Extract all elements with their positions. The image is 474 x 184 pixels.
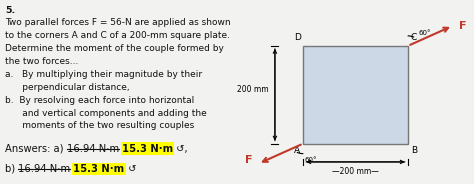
Text: 200 mm: 200 mm (237, 85, 269, 94)
Text: b.  By resolving each force into horizontal: b. By resolving each force into horizont… (5, 96, 194, 105)
Text: 5.: 5. (5, 6, 15, 15)
Text: C: C (410, 33, 416, 42)
Text: F: F (459, 21, 466, 31)
Text: and vertical components and adding the: and vertical components and adding the (5, 109, 207, 118)
Text: Two parallel forces F = 56-N are applied as shown: Two parallel forces F = 56-N are applied… (5, 18, 230, 27)
Text: ↺: ↺ (125, 164, 136, 174)
Text: 16.94 N·m: 16.94 N·m (18, 164, 70, 174)
Text: 15.3 N·m: 15.3 N·m (122, 144, 173, 153)
Text: A: A (294, 146, 300, 155)
Text: moments of the two resulting couples: moments of the two resulting couples (5, 121, 194, 130)
Text: 60°: 60° (304, 157, 317, 163)
Text: —200 mm—: —200 mm— (332, 167, 379, 176)
Text: b): b) (5, 164, 18, 174)
Text: 60°: 60° (419, 30, 431, 36)
Text: B: B (411, 146, 417, 155)
Text: the two forces...: the two forces... (5, 57, 78, 66)
Text: Answers: a): Answers: a) (5, 144, 66, 153)
Text: 16.94 N·m: 16.94 N·m (66, 144, 118, 153)
Text: ↺,: ↺, (173, 144, 188, 153)
Text: perpendicular distance,: perpendicular distance, (5, 83, 129, 92)
Text: 15.3 N·m: 15.3 N·m (73, 164, 125, 174)
Polygon shape (303, 46, 408, 144)
Text: to the corners A and C of a 200-mm square plate.: to the corners A and C of a 200-mm squar… (5, 31, 230, 40)
Text: a.   By multiplying their magnitude by their: a. By multiplying their magnitude by the… (5, 70, 202, 79)
Text: D: D (294, 33, 301, 42)
Text: F: F (245, 155, 252, 165)
Text: Determine the moment of the couple formed by: Determine the moment of the couple forme… (5, 44, 224, 53)
